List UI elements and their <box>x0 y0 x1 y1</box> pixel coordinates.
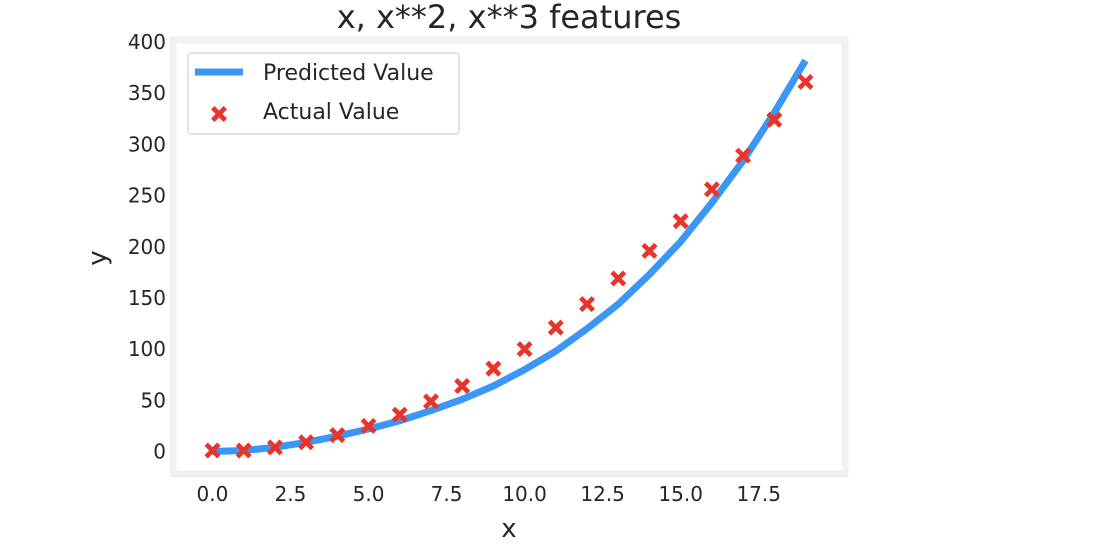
chart-title: x, x**2, x**3 features <box>337 0 682 36</box>
y-tick-label: 300 <box>128 132 166 156</box>
legend-box <box>187 52 460 135</box>
y-tick-label: 100 <box>128 337 166 361</box>
x-axis-label: x <box>501 514 516 542</box>
actual-value-point <box>360 417 377 434</box>
actual-value-point <box>485 360 502 377</box>
actual-value-markers <box>204 73 814 459</box>
actual-value-point <box>672 213 689 230</box>
x-tick-label: 17.5 <box>736 482 781 506</box>
actual-value-point <box>703 181 720 198</box>
y-tick-label: 150 <box>128 286 166 310</box>
actual-value-point <box>454 378 471 394</box>
plot-area <box>204 58 814 459</box>
x-axis-ticks: 0.0 2.5 5.0 7.5 10.0 12.5 15.0 17.5 <box>197 482 781 506</box>
legend-predicted-label: Predicted Value <box>263 61 434 86</box>
x-tick-label: 0.0 <box>197 482 229 506</box>
actual-value-point <box>547 319 564 336</box>
y-tick-label: 400 <box>128 30 166 54</box>
legend: Predicted Value Actual Value <box>187 52 460 135</box>
y-axis-ticks: 0 50 100 150 200 250 300 350 400 <box>128 30 166 464</box>
y-tick-label: 250 <box>128 184 166 208</box>
legend-actual-swatch <box>211 106 227 122</box>
y-tick-label: 200 <box>128 235 166 259</box>
predicted-value-line <box>212 58 809 455</box>
actual-value-point <box>423 393 439 410</box>
legend-actual-label: Actual Value <box>263 100 399 125</box>
x-tick-label: 12.5 <box>580 482 625 506</box>
x-tick-label: 10.0 <box>502 482 547 506</box>
x-tick-label: 7.5 <box>431 482 463 506</box>
actual-value-point <box>329 427 346 444</box>
x-tick-label: 2.5 <box>275 482 307 506</box>
actual-value-point <box>735 147 752 164</box>
actual-value-point <box>266 439 283 456</box>
y-tick-label: 0 <box>153 440 166 464</box>
x-tick-label: 5.0 <box>353 482 385 506</box>
y-tick-label: 50 <box>141 388 166 412</box>
actual-value-point <box>204 442 221 459</box>
actual-value-point <box>391 406 408 423</box>
actual-value-point <box>797 73 814 90</box>
actual-value-point <box>641 242 658 259</box>
x-tick-label: 15.0 <box>658 482 703 506</box>
actual-value-point <box>298 434 315 451</box>
actual-value-point <box>579 296 595 313</box>
actual-value-point <box>610 270 627 287</box>
actual-value-point <box>766 111 783 128</box>
legend-actual-marker <box>211 106 227 122</box>
y-tick-label: 350 <box>128 81 166 105</box>
y-axis-label: y <box>83 250 113 265</box>
plot-frame <box>169 36 849 478</box>
actual-value-point <box>235 442 252 459</box>
actual-value-point <box>516 341 533 358</box>
